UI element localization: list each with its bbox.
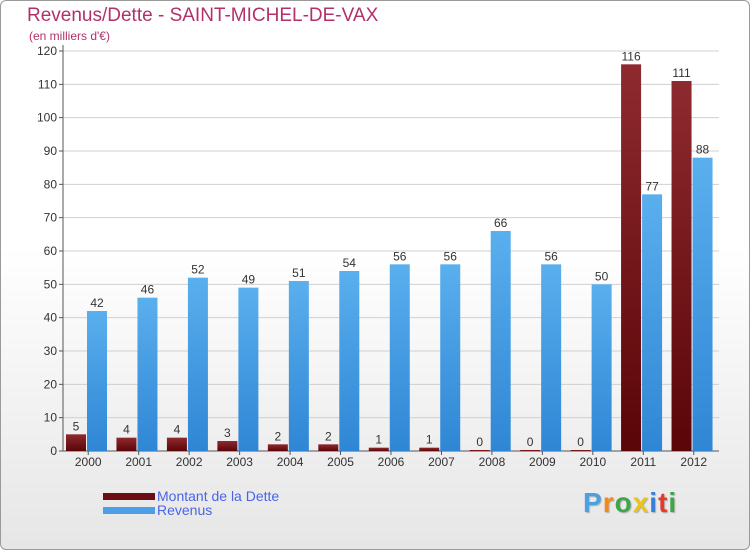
data-label: 1 xyxy=(375,433,382,447)
x-tick-label: 2005 xyxy=(327,455,354,469)
legend-label-revenus: Revenus xyxy=(157,502,213,518)
bar-revenus xyxy=(137,297,158,451)
bar-dette xyxy=(570,450,591,451)
x-tick-label: 2007 xyxy=(428,455,455,469)
x-tick-label: 2012 xyxy=(680,455,707,469)
y-tick-label: 80 xyxy=(44,177,58,191)
data-label: 0 xyxy=(577,435,584,449)
x-tick-label: 2011 xyxy=(630,455,656,469)
bar-dette xyxy=(116,437,137,451)
data-label: 0 xyxy=(476,435,483,449)
logo-letter: t xyxy=(658,487,669,518)
bar-revenus xyxy=(238,287,259,451)
bar-revenus xyxy=(591,284,612,451)
data-label: 2 xyxy=(275,429,282,443)
data-label: 54 xyxy=(343,256,357,270)
x-tick-label: 2004 xyxy=(277,455,304,469)
y-tick-label: 0 xyxy=(50,444,57,458)
y-tick-label: 20 xyxy=(44,377,58,391)
y-tick-label: 100 xyxy=(37,111,57,125)
data-label: 50 xyxy=(595,269,609,283)
bar-dette xyxy=(469,450,490,451)
legend-swatch-revenus xyxy=(103,506,155,514)
bar-revenus xyxy=(389,264,410,451)
bar-revenus xyxy=(692,157,713,451)
data-label: 56 xyxy=(544,249,558,263)
y-tick-label: 30 xyxy=(44,344,58,358)
data-label: 1 xyxy=(426,433,433,447)
y-tick-label: 40 xyxy=(44,311,58,325)
x-tick-label: 2008 xyxy=(479,455,506,469)
data-label: 4 xyxy=(123,423,130,437)
bars xyxy=(66,64,713,452)
y-tick-label: 60 xyxy=(44,244,58,258)
data-label: 111 xyxy=(672,66,691,80)
data-label: 46 xyxy=(141,283,155,297)
bar-revenus xyxy=(87,311,107,451)
data-label: 116 xyxy=(622,49,641,63)
bar-revenus xyxy=(339,271,360,451)
y-tick-label: 90 xyxy=(44,144,58,158)
y-tick-label: 10 xyxy=(44,411,58,425)
x-tick-label: 2009 xyxy=(529,455,556,469)
bar-dette xyxy=(520,450,541,451)
logo-letter: x xyxy=(632,487,650,518)
x-tick-label: 2000 xyxy=(75,455,102,469)
data-label: 2 xyxy=(325,429,332,443)
legend-item-dette: Montant de la Dette xyxy=(103,488,279,504)
data-label: 0 xyxy=(527,435,534,449)
x-tick-label: 2002 xyxy=(176,455,203,469)
bar-revenus xyxy=(642,194,663,452)
data-label: 5 xyxy=(73,419,80,433)
x-tick-label: 2001 xyxy=(125,455,152,469)
logo-letter: o xyxy=(614,487,633,518)
y-tick-label: 120 xyxy=(37,44,57,58)
proxiti-logo: Proxiti xyxy=(583,487,677,519)
data-label: 88 xyxy=(696,143,710,157)
bar-dette xyxy=(368,447,389,451)
chart-title: Revenus/Dette - SAINT-MICHEL-DE-VAX xyxy=(27,5,379,26)
bar-dette xyxy=(267,444,288,451)
data-label: 77 xyxy=(645,179,659,193)
y-tick-label: 50 xyxy=(44,277,58,291)
x-tick-label: 2003 xyxy=(226,455,253,469)
data-label: 42 xyxy=(90,296,104,310)
bar-dette xyxy=(318,444,339,451)
bar-revenus xyxy=(288,281,309,451)
bar-revenus xyxy=(440,264,461,451)
data-label: 51 xyxy=(292,266,306,280)
y-tick-label: 110 xyxy=(38,77,57,91)
logo-letter: i xyxy=(668,487,678,518)
data-label: 56 xyxy=(444,249,458,263)
data-label: 3 xyxy=(224,426,231,440)
axes xyxy=(59,45,719,455)
bar-dette xyxy=(671,81,692,451)
data-label: 4 xyxy=(174,423,181,437)
data-label: 66 xyxy=(494,216,508,230)
data-label: 56 xyxy=(393,249,407,263)
chart-subtitle: (en milliers d'€) xyxy=(29,29,110,43)
labels: 0102030405060708090100110120200054220014… xyxy=(37,44,710,469)
legend-item-revenus: Revenus xyxy=(103,502,212,518)
y-tick-label: 70 xyxy=(44,211,58,225)
x-tick-label: 2010 xyxy=(579,455,606,469)
bar-revenus xyxy=(541,264,562,451)
bar-dette xyxy=(66,434,86,451)
legend-label-dette: Montant de la Dette xyxy=(157,488,280,504)
bar-revenus xyxy=(187,277,208,451)
bar-dette xyxy=(419,447,440,451)
data-label: 52 xyxy=(191,263,205,277)
bar-dette xyxy=(217,441,238,451)
bar-dette xyxy=(166,437,187,451)
x-tick-label: 2006 xyxy=(378,455,405,469)
data-label: 49 xyxy=(242,273,256,287)
logo-letter: i xyxy=(649,487,659,518)
bar-dette xyxy=(621,64,642,452)
logo-letter: r xyxy=(602,487,615,518)
bar-revenus xyxy=(490,231,511,451)
logo-letter: P xyxy=(583,487,603,518)
legend-swatch-dette xyxy=(103,492,155,500)
